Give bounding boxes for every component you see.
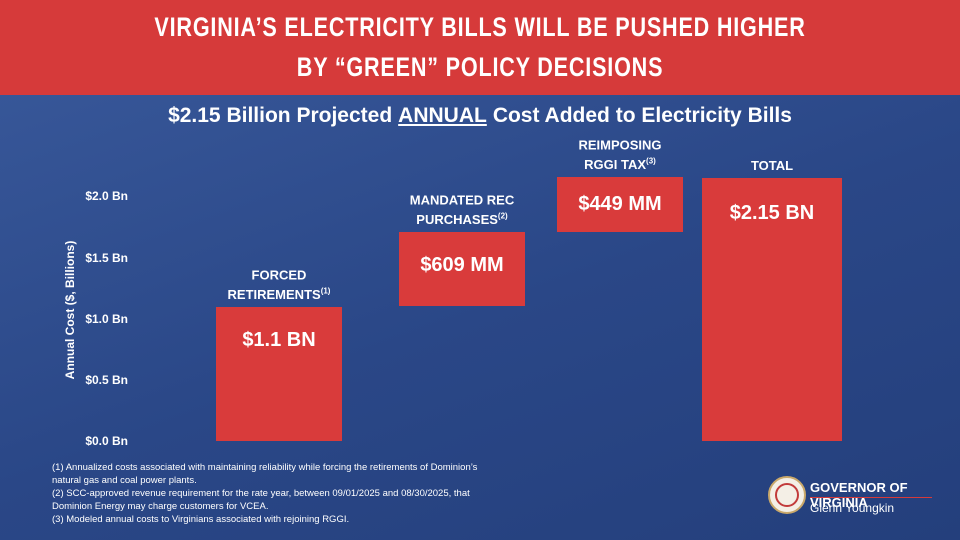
subtitle-emphasis: ANNUAL [398, 104, 487, 127]
value-label: $609 MM [420, 254, 504, 277]
title-text: BY “GREEN” POLICY DECISIONS [296, 52, 664, 82]
footnote: (2) SCC-approved revenue requirement for… [52, 488, 470, 512]
category-text: REIMPOSING RGGI TAX [578, 137, 662, 173]
logo-rule [810, 497, 932, 498]
logo-name: Glenn Youngkin [810, 501, 895, 515]
subtitle-part: $2.15 Billion Projected [168, 104, 393, 127]
title-line: BY “GREEN” POLICY DECISIONS [0, 52, 960, 83]
footnotes: (1) Annualized costs associated with mai… [52, 461, 492, 526]
banner [0, 0, 960, 95]
category-label: FORCED RETIREMENTS(1) [206, 267, 352, 302]
seal [768, 476, 806, 514]
category-label: TOTAL [692, 158, 852, 174]
title-line: VIRGINIA’S ELECTRICITY BILLS WILL BE PUS… [0, 12, 960, 43]
category-text: TOTAL [750, 158, 794, 174]
category-note: (1) [320, 286, 331, 296]
category-text: FORCED RETIREMENTS [227, 267, 321, 302]
bar [702, 178, 842, 441]
subtitle: $2.15 Billion Projected ANNUAL Cost Added … [0, 104, 960, 128]
value-label: $449 MM [578, 192, 662, 215]
bar [216, 306, 342, 441]
y-tick-label: $0.0 Bn [85, 434, 128, 448]
category-note: (2) [497, 211, 508, 221]
footnote: (1) Annualized costs associated with mai… [52, 462, 478, 486]
bar [557, 177, 683, 233]
category-note: (3) [646, 156, 656, 166]
subtitle-part: Cost Added to Electricity Bills [492, 104, 792, 127]
title-text: VIRGINIA’S ELECTRICITY BILLS WILL BE PUS… [154, 12, 806, 42]
category-label: MANDATED REC PURCHASES(2) [389, 193, 535, 228]
category-text: MANDATED REC PURCHASES [409, 192, 515, 228]
y-tick-label: $2.0 Bn [85, 189, 128, 204]
logo-title: GOVERNOR OF VIRGINIA [810, 480, 908, 510]
value-label: $1.1 BN [242, 328, 316, 351]
category-label: REIMPOSING RGGI TAX(3) [547, 138, 693, 173]
y-tick-label: $1.0 Bn [85, 311, 128, 326]
bar [399, 232, 525, 307]
y-tick-label: $0.5 Bn [85, 372, 128, 387]
value-label: $2.15 BN [729, 202, 815, 225]
footnote: (3) Modeled annual costs to Virginians a… [52, 514, 350, 525]
y-tick-label: $1.5 Bn [85, 250, 128, 265]
